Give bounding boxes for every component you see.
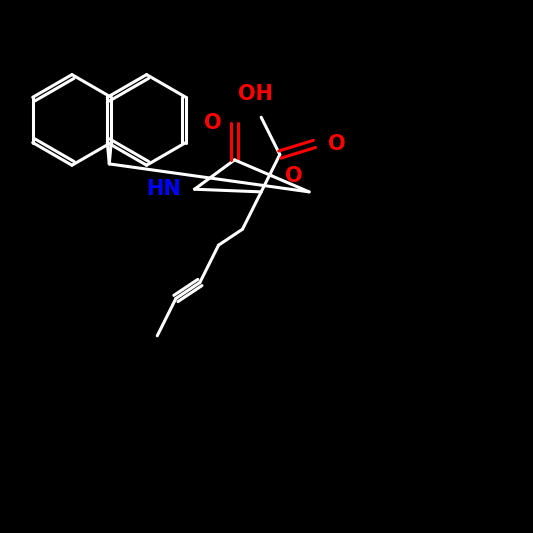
Text: O: O (328, 134, 345, 154)
Text: OH: OH (238, 84, 273, 104)
Text: HN: HN (147, 179, 181, 199)
Text: O: O (285, 166, 303, 186)
Text: O: O (204, 112, 221, 133)
